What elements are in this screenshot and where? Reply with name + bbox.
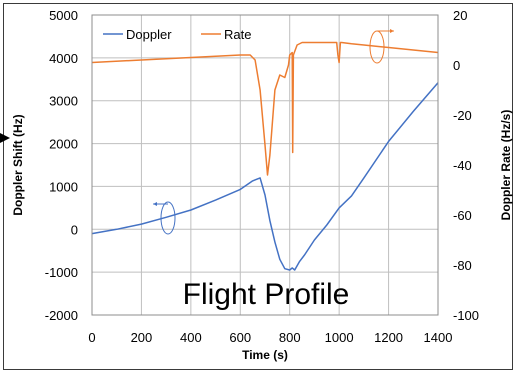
x-tick-label: 800: [279, 330, 301, 345]
right-axis-indicator-arrowhead: [390, 29, 394, 33]
legend-label-doppler: Doppler: [126, 27, 172, 42]
left-axis-indicator: [153, 201, 176, 235]
x-tick-label: 200: [131, 330, 153, 345]
y-axis-title: Doppler Shift (Hz): [11, 114, 25, 215]
y-tick-label: -1000: [45, 265, 78, 280]
left-edge-arrow-marker: [0, 133, 10, 143]
y2-tick-label: -80: [453, 258, 472, 273]
y2-tick-label: 20: [453, 8, 467, 23]
y-tick-label: 5000: [49, 8, 78, 23]
left-axis-indicator-ellipse: [160, 201, 176, 235]
y2-tick-labels: -100 -80 -60 -40 -20 0 20: [453, 8, 479, 323]
x-tick-label: 1000: [325, 330, 354, 345]
y-tick-labels: -2000 -1000 0 1000 2000 3000 4000 5000: [45, 8, 78, 323]
y-tick-label: 4000: [49, 51, 78, 66]
y-tick-label: 2000: [49, 137, 78, 152]
legend-label-rate: Rate: [224, 27, 251, 42]
x-tick-label: 0: [88, 330, 95, 345]
y2-tick-label: -40: [453, 158, 472, 173]
flight-profile-label: Flight Profile: [183, 278, 350, 311]
series-layer: [91, 41, 439, 271]
x-tick-labels: 0 200 400 600 800 1000 1200 1400: [88, 330, 452, 345]
y-tick-label: 1000: [49, 179, 78, 194]
y2-axis-title: Doppler Rate (Hz/s): [499, 110, 513, 221]
x-axis-title: Time (s): [242, 348, 288, 362]
x-tick-label: 600: [229, 330, 251, 345]
y-tick-label: 3000: [49, 94, 78, 109]
right-axis-indicator: [369, 29, 394, 64]
left-axis-indicator-arrowhead: [153, 202, 157, 206]
y2-tick-label: -20: [453, 108, 472, 123]
y-tick-label: -2000: [45, 308, 78, 323]
plot-border: [91, 14, 439, 316]
y2-tick-label: 0: [453, 58, 460, 73]
y-tick-label: 0: [71, 222, 78, 237]
x-tick-label: 1200: [374, 330, 403, 345]
y2-tick-label: -60: [453, 208, 472, 223]
series-line-doppler: [91, 82, 439, 271]
series-line-rate: [91, 41, 439, 176]
legend: Doppler Rate: [103, 27, 251, 42]
y2-tick-label: -100: [453, 308, 479, 323]
x-tick-label: 400: [180, 330, 202, 345]
x-tick-label: 1400: [424, 330, 453, 345]
